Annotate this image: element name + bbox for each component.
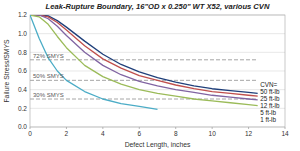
x-tick-label: 6 (137, 130, 141, 137)
legend-entry: 5 ft-lb (260, 109, 276, 116)
y-tick-label: 1.2 (18, 11, 27, 18)
plot-area (30, 15, 258, 109)
x-tick-label: 0 (28, 130, 32, 137)
reference-label: 72% SMYS (33, 53, 64, 59)
grid-line (30, 71, 285, 72)
reference-label: 50% SMYS (33, 73, 64, 79)
y-tick-label: 0.8 (18, 49, 27, 56)
y-tick-label: 0.0 (18, 123, 27, 130)
series-line (30, 15, 258, 93)
background (0, 0, 300, 151)
grid-line (30, 33, 285, 34)
x-tick-label: 12 (245, 130, 253, 137)
legend-entry: 1 ft-lb (260, 116, 276, 123)
x-tick-label: 8 (174, 130, 178, 137)
reference-label: 30% SMYS (33, 92, 64, 98)
y-tick-label: 0.4 (18, 86, 27, 93)
y-tick-label: 0.2 (18, 105, 27, 112)
grid-line (30, 52, 285, 53)
reference-line (30, 80, 258, 81)
series-line (30, 15, 258, 100)
series-line (30, 15, 158, 109)
y-tick-label: 1.0 (18, 30, 27, 37)
y-tick-label: 0.6 (18, 67, 27, 74)
series-line (30, 15, 258, 96)
x-axis-label: Defect Length, inches (125, 141, 191, 149)
legend-entry: 50 ft-lb (260, 88, 280, 95)
x-tick-label: 4 (101, 130, 105, 137)
title: Leak-Rupture Boundary, 16"OD x 0.250" WT… (46, 2, 270, 11)
x-tick-label: 10 (209, 130, 217, 137)
y-axis-label: Failure Stress/SMYS (3, 39, 10, 103)
legend-title: CVN= (260, 81, 277, 88)
legend-entry: 25 ft-lb (260, 95, 280, 102)
grid-line (30, 89, 285, 90)
series-line (30, 15, 258, 106)
x-tick-label: 2 (65, 130, 69, 137)
chart: 0.0 0.2 0.4 0.6 0.8 1.0 1.2 0 2 4 6 8 10 12 14 72% SMYS… (0, 0, 300, 151)
x-tick-label: 14 (281, 130, 289, 137)
legend-entry: 12 ft-lb (260, 102, 280, 109)
plot-frame (30, 15, 285, 127)
reference-line (30, 59, 258, 60)
reference-line (30, 99, 258, 100)
